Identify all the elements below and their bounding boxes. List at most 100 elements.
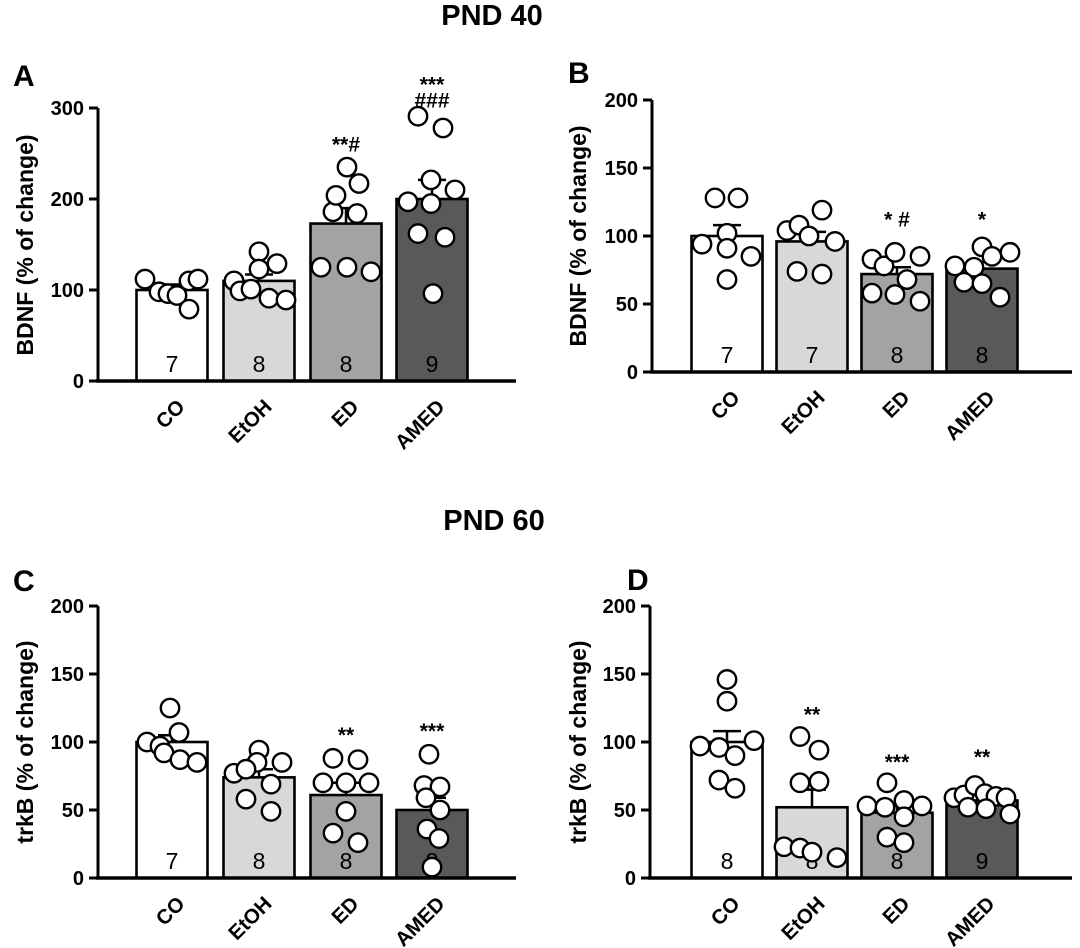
n-label-A-AMED: 9 <box>426 351 439 377</box>
figure-title-pnd60: PND 60 <box>443 505 545 537</box>
y-tick-label-D-50: 50 <box>614 800 636 822</box>
data-point-B-CO <box>704 187 726 209</box>
data-point-C-CO <box>159 697 181 719</box>
data-point-D-EtOH <box>789 772 811 794</box>
n-label-C-EtOH: 8 <box>253 848 266 874</box>
y-tick-label-D-0: 0 <box>625 868 636 890</box>
n-label-B-CO: 7 <box>721 342 734 368</box>
data-point-A-EtOH <box>240 278 262 300</box>
n-label-A-ED: 8 <box>340 351 353 377</box>
y-axis-title-D: trkB (% of change) <box>565 640 591 843</box>
y-tick-label-C-100: 100 <box>51 732 84 754</box>
category-label-B-EtOH: EtOH <box>777 386 830 439</box>
data-point-B-EtOH <box>811 199 833 221</box>
y-tick-label-B-50: 50 <box>616 294 638 316</box>
panel-B: B BDNF (% of change) 7 7 8 8 0 50 100 150 200 CO EtO… <box>565 57 1072 445</box>
y-tick-label-A-100: 100 <box>51 280 84 302</box>
data-point-A-AMED <box>407 105 429 127</box>
data-point-B-AMED <box>999 241 1021 263</box>
data-point-C-EtOH <box>235 788 257 810</box>
data-point-B-EtOH <box>811 263 833 285</box>
data-point-C-CO <box>186 752 208 773</box>
sig-label-A-AMED-0: *** <box>420 74 445 97</box>
data-point-D-ED <box>893 832 915 854</box>
n-label-C-ED: 8 <box>340 848 353 874</box>
data-point-A-ED <box>336 256 358 278</box>
panel-A: A BDNF (% of change) 7 8 8 9 0 100 200 300 CO EtOH E… <box>12 60 516 454</box>
y-axis-title-A: BDNF (% of change) <box>12 134 38 355</box>
data-point-A-CO <box>166 285 188 306</box>
data-point-C-EtOH <box>271 752 293 773</box>
category-label-A-ED: ED <box>327 395 363 431</box>
data-point-B-CO <box>727 187 749 209</box>
sig-label-B-ED-0: * # <box>884 208 910 231</box>
panel-letter-B: B <box>568 57 590 90</box>
y-tick-label-C-150: 150 <box>51 664 84 686</box>
data-point-D-CO <box>724 745 746 766</box>
data-point-C-CO <box>168 722 190 743</box>
sig-label-A-ED-0: **# <box>332 134 360 157</box>
y-tick-label-D-200: 200 <box>603 596 636 618</box>
data-point-D-CO <box>743 730 765 752</box>
data-point-A-ED <box>325 184 347 206</box>
data-point-C-AMED <box>418 743 440 765</box>
data-point-D-CO <box>724 777 746 799</box>
data-point-D-AMED <box>975 798 997 820</box>
panel-letter-A: A <box>13 60 35 93</box>
data-point-B-AMED <box>989 286 1011 308</box>
bar-C-EtOH <box>222 776 296 880</box>
category-label-B-CO: CO <box>707 386 745 424</box>
y-tick-label-C-200: 200 <box>51 596 84 618</box>
data-point-D-ED <box>876 772 898 794</box>
y-tick-label-D-100: 100 <box>603 732 636 754</box>
sig-label-D-ED-0: *** <box>885 751 910 774</box>
data-point-A-EtOH <box>266 253 288 275</box>
y-tick-label-B-150: 150 <box>605 158 638 180</box>
y-tick-label-D-150: 150 <box>603 664 636 686</box>
sig-label-B-AMED-0: * <box>978 208 987 231</box>
data-point-B-AMED <box>971 273 993 294</box>
data-point-A-ED <box>348 173 370 194</box>
data-point-A-AMED <box>434 226 456 248</box>
category-label-B-ED: ED <box>878 386 914 422</box>
data-point-C-ED <box>347 832 369 854</box>
panel-letter-C: C <box>13 565 35 598</box>
data-point-A-EtOH <box>275 289 297 311</box>
n-label-D-AMED: 9 <box>976 848 989 874</box>
data-point-C-AMED <box>415 787 437 809</box>
data-point-A-ED <box>360 261 382 283</box>
data-point-C-EtOH <box>260 800 282 822</box>
y-tick-label-A-200: 200 <box>51 189 84 211</box>
data-point-B-ED <box>884 241 906 263</box>
sig-label-D-AMED-0: ** <box>974 746 991 769</box>
data-point-D-CO <box>716 690 738 712</box>
bar-D-CO <box>690 740 764 880</box>
data-point-A-ED <box>346 203 368 224</box>
data-point-B-ED <box>909 245 931 267</box>
sig-label-C-AMED-0: *** <box>420 720 445 743</box>
data-point-C-ED <box>312 772 334 794</box>
data-point-C-AMED <box>429 776 451 798</box>
data-point-B-ED <box>873 255 895 277</box>
y-tick-label-A-300: 300 <box>51 98 84 120</box>
data-point-A-AMED <box>432 117 454 139</box>
data-point-D-ED <box>874 796 896 818</box>
data-point-D-CO <box>689 735 711 757</box>
category-label-B-AMED: AMED <box>941 386 1000 445</box>
data-point-B-AMED <box>953 271 975 293</box>
data-point-D-EtOH <box>808 771 830 792</box>
data-point-B-AMED <box>963 256 985 278</box>
category-label-C-CO: CO <box>152 892 190 930</box>
category-label-D-AMED: AMED <box>941 892 1000 948</box>
y-tick-label-C-0: 0 <box>73 868 84 890</box>
n-label-C-CO: 7 <box>166 848 179 874</box>
data-point-D-EtOH <box>808 739 830 761</box>
data-point-A-AMED <box>420 169 442 191</box>
data-point-B-ED <box>861 282 883 304</box>
sig-label-C-ED-0: ** <box>338 724 355 747</box>
category-label-C-EtOH: EtOH <box>224 892 277 945</box>
data-point-A-ED <box>336 156 358 178</box>
